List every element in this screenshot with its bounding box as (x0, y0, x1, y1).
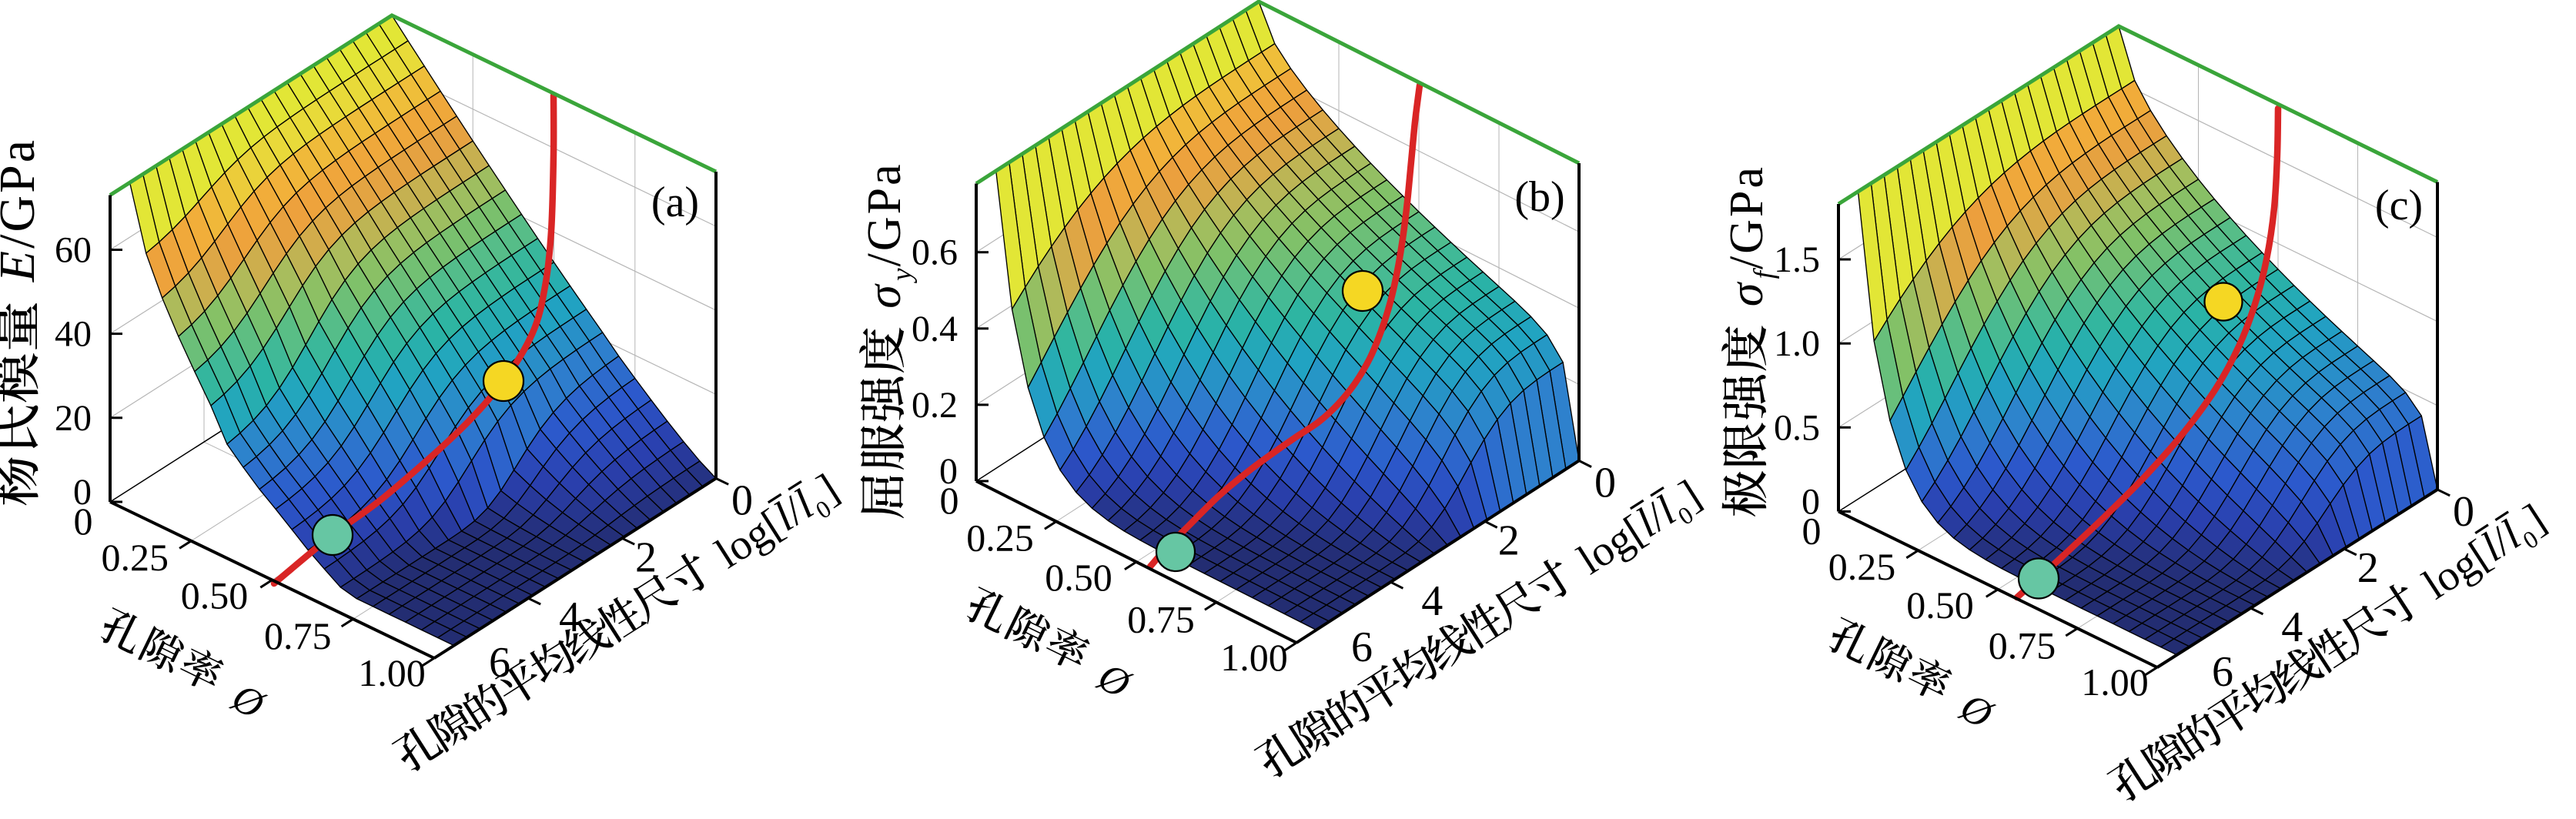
svg-text:0.4: 0.4 (912, 309, 958, 349)
svg-text:60: 60 (55, 230, 92, 271)
svg-text:1.0: 1.0 (1774, 323, 1820, 364)
svg-text:(b): (b) (1514, 173, 1564, 221)
svg-text:6: 6 (2212, 648, 2233, 696)
svg-text:0: 0 (73, 472, 92, 513)
svg-text:0.25: 0.25 (101, 536, 169, 579)
svg-text:0.50: 0.50 (1045, 556, 1112, 599)
svg-text:0.5: 0.5 (1774, 407, 1820, 448)
svg-text:0.25: 0.25 (1828, 545, 1896, 588)
svg-text:2: 2 (2357, 544, 2379, 592)
svg-text:0: 0 (1594, 460, 1616, 507)
svg-text:6: 6 (1351, 623, 1373, 671)
svg-text:0: 0 (2453, 488, 2474, 536)
svg-text:6: 6 (489, 639, 510, 687)
svg-text:/GPa: /GPa (858, 162, 911, 266)
svg-text:1.5: 1.5 (1774, 239, 1820, 280)
svg-text:0.25: 0.25 (966, 516, 1034, 560)
svg-text:1.00: 1.00 (2081, 660, 2149, 704)
svg-text:0: 0 (731, 477, 753, 525)
svg-text:40: 40 (55, 314, 92, 355)
svg-text:0: 0 (1802, 510, 1822, 553)
svg-text:0.2: 0.2 (912, 385, 958, 426)
svg-text:0.75: 0.75 (1127, 598, 1195, 641)
svg-text:0: 0 (939, 451, 958, 492)
svg-text:σ: σ (858, 282, 911, 309)
svg-text:/GPa: /GPa (1721, 165, 1773, 269)
svg-text:0: 0 (74, 500, 93, 543)
svg-text:(c): (c) (2375, 182, 2423, 229)
svg-text:E: E (0, 249, 45, 282)
svg-text:σ: σ (1721, 281, 1773, 307)
svg-text:4: 4 (1421, 577, 1443, 625)
svg-text:0: 0 (1802, 482, 1820, 523)
svg-text:0.50: 0.50 (181, 574, 249, 617)
svg-text:4: 4 (2281, 603, 2303, 651)
svg-text:0.75: 0.75 (264, 614, 332, 657)
svg-text:/GPa: /GPa (0, 138, 45, 249)
svg-text:20: 20 (55, 398, 92, 439)
svg-text:0: 0 (940, 479, 959, 522)
svg-text:y: y (886, 268, 918, 284)
svg-text:0.75: 0.75 (1989, 623, 2056, 667)
svg-text:1.00: 1.00 (1220, 636, 1288, 679)
svg-text:0.50: 0.50 (1906, 583, 1974, 627)
svg-text:1.00: 1.00 (358, 651, 426, 694)
svg-text:2: 2 (1498, 516, 1520, 564)
svg-text:2: 2 (635, 533, 657, 581)
svg-text:0.6: 0.6 (912, 232, 958, 273)
svg-text:(a): (a) (651, 179, 699, 226)
